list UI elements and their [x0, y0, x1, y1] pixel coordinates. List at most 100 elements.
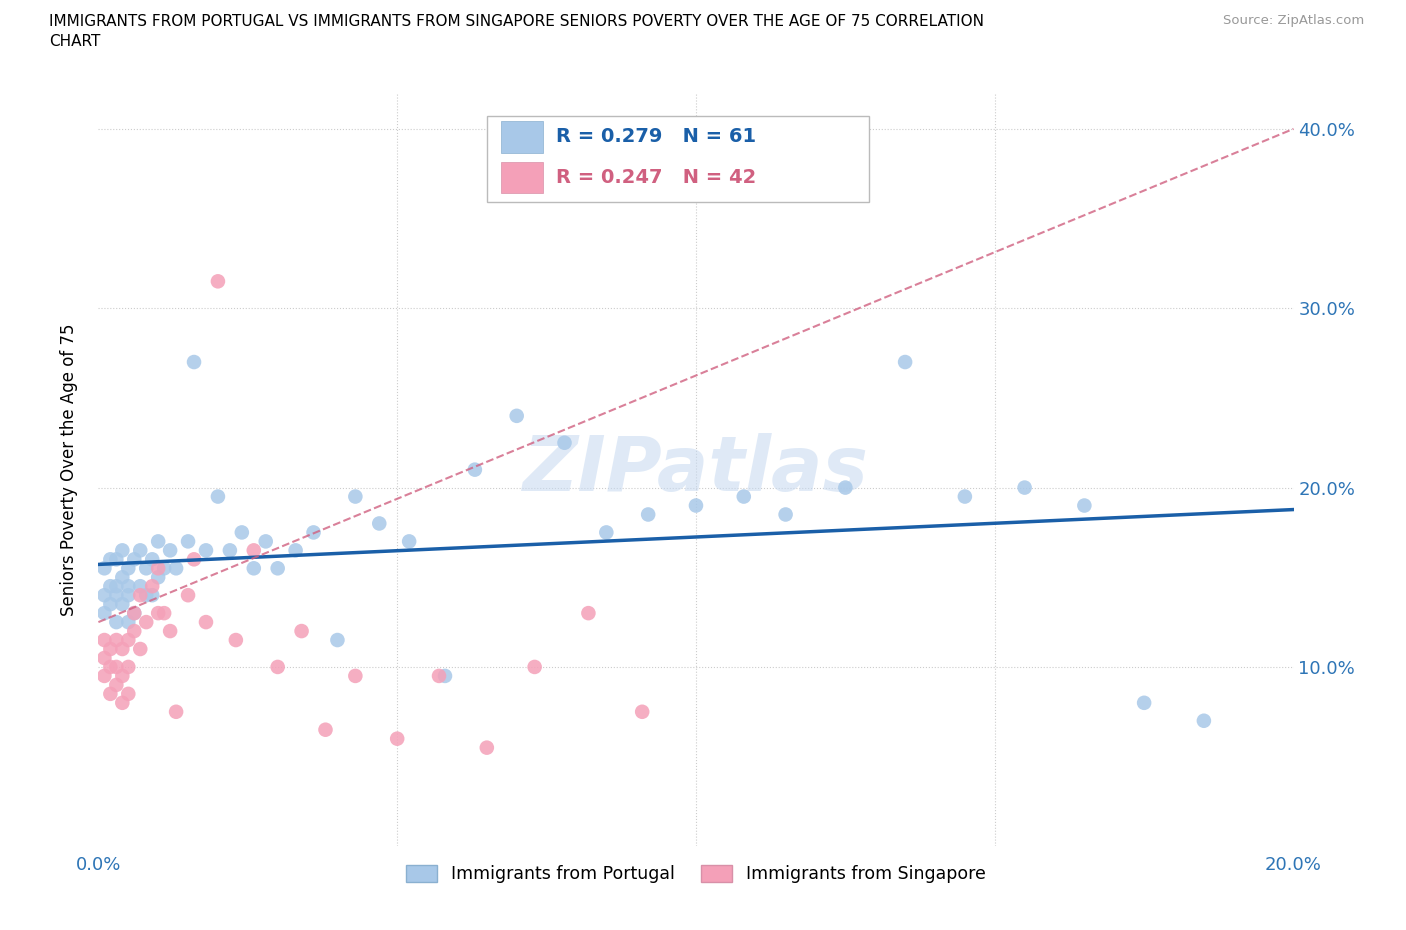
Point: [315, 723, 337, 737]
Point: [135, 615, 157, 630]
Point: [135, 588, 157, 603]
Point: [105, 659, 128, 674]
Point: [464, 462, 486, 477]
FancyBboxPatch shape: [486, 115, 869, 202]
Point: [105, 551, 128, 566]
Point: [93, 651, 115, 666]
Point: [117, 659, 139, 674]
Point: [111, 642, 134, 657]
Point: [775, 507, 797, 522]
Point: [129, 588, 152, 603]
Point: [195, 615, 218, 630]
Point: [595, 525, 617, 539]
Point: [93, 605, 115, 620]
Point: [207, 274, 229, 289]
Point: [243, 561, 266, 576]
Point: [141, 588, 163, 603]
Point: [93, 588, 115, 603]
Point: [117, 615, 139, 630]
Point: [105, 632, 128, 647]
Text: ZIPatlas: ZIPatlas: [523, 432, 869, 507]
Point: [111, 696, 134, 711]
Point: [344, 489, 367, 504]
Text: IMMIGRANTS FROM PORTUGAL VS IMMIGRANTS FROM SINGAPORE SENIORS POVERTY OVER THE A: IMMIGRANTS FROM PORTUGAL VS IMMIGRANTS F…: [49, 14, 984, 29]
Point: [434, 669, 457, 684]
Point: [523, 659, 546, 674]
Point: [302, 525, 325, 539]
Point: [183, 354, 205, 369]
Point: [117, 686, 139, 701]
Point: [98, 659, 122, 674]
Point: [135, 561, 157, 576]
Point: [733, 489, 755, 504]
Point: [267, 561, 290, 576]
Point: [153, 605, 176, 620]
Point: [117, 588, 139, 603]
Point: [148, 561, 170, 576]
Point: [385, 731, 409, 746]
Point: [243, 543, 266, 558]
Point: [129, 578, 152, 593]
Point: [148, 570, 170, 585]
Point: [153, 561, 176, 576]
Point: [894, 354, 917, 369]
Point: [225, 632, 247, 647]
Point: [284, 543, 307, 558]
Point: [177, 588, 200, 603]
Point: [93, 632, 115, 647]
Text: R = 0.279   N = 61: R = 0.279 N = 61: [557, 127, 756, 146]
Point: [326, 632, 349, 647]
Point: [129, 543, 152, 558]
Point: [506, 408, 529, 423]
Point: [98, 686, 122, 701]
Point: [129, 642, 152, 657]
Text: Source: ZipAtlas.com: Source: ZipAtlas.com: [1223, 14, 1364, 27]
Point: [291, 624, 314, 639]
Point: [953, 489, 976, 504]
Point: [183, 551, 205, 566]
Point: [105, 677, 128, 692]
Point: [578, 605, 600, 620]
Point: [398, 534, 420, 549]
Point: [111, 669, 134, 684]
Point: [124, 605, 146, 620]
Point: [631, 704, 654, 719]
Point: [219, 543, 242, 558]
Point: [98, 642, 122, 657]
Point: [111, 570, 134, 585]
Point: [368, 516, 391, 531]
Point: [93, 561, 115, 576]
Point: [141, 551, 163, 566]
Point: [267, 659, 290, 674]
Point: [177, 534, 200, 549]
Point: [1192, 713, 1215, 728]
Point: [195, 543, 218, 558]
Point: [105, 588, 128, 603]
Point: [165, 704, 187, 719]
Point: [254, 534, 277, 549]
Point: [117, 578, 139, 593]
Point: [231, 525, 253, 539]
Bar: [501, 162, 543, 193]
Point: [111, 543, 134, 558]
Point: [124, 605, 146, 620]
Point: [98, 578, 122, 593]
Point: [105, 578, 128, 593]
Point: [344, 669, 367, 684]
Point: [93, 669, 115, 684]
Point: [1014, 480, 1036, 495]
Point: [637, 507, 659, 522]
Point: [98, 597, 122, 612]
Point: [554, 435, 576, 450]
Point: [475, 740, 498, 755]
Point: [834, 480, 856, 495]
Text: R = 0.247   N = 42: R = 0.247 N = 42: [557, 168, 756, 187]
Legend: Immigrants from Portugal, Immigrants from Singapore: Immigrants from Portugal, Immigrants fro…: [399, 857, 993, 890]
Point: [685, 498, 707, 513]
Point: [427, 669, 450, 684]
Bar: [501, 121, 543, 153]
Point: [141, 578, 163, 593]
Point: [124, 624, 146, 639]
Point: [1133, 696, 1156, 711]
Point: [159, 543, 181, 558]
